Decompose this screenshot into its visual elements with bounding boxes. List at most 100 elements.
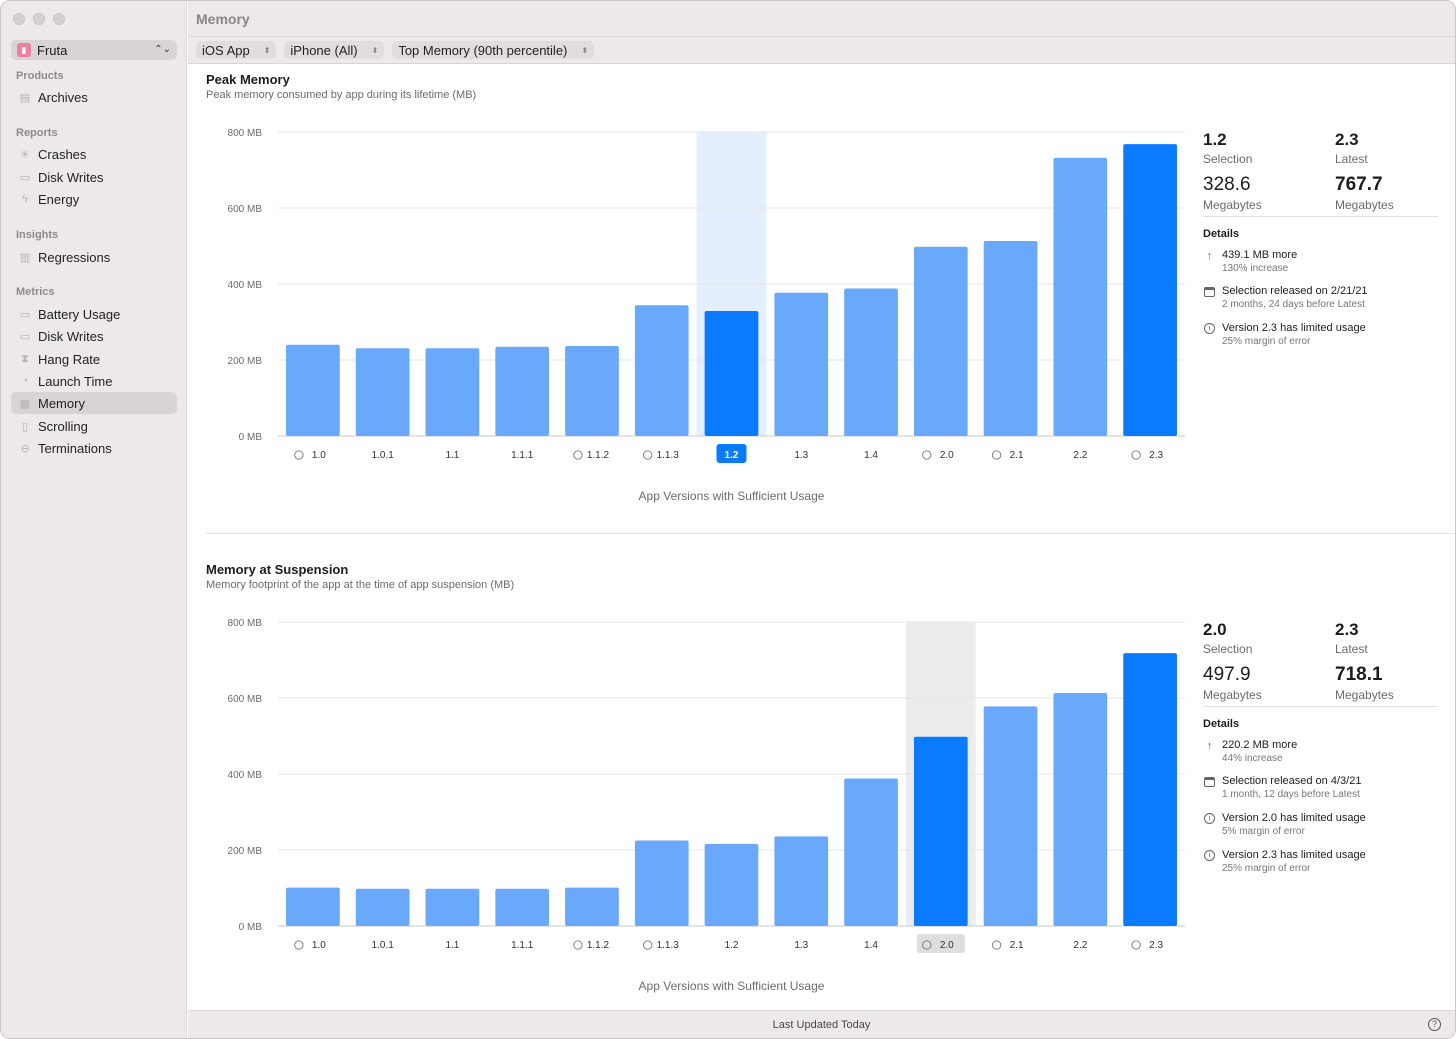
- sidebar-item-regressions[interactable]: ▥ Regressions: [11, 246, 177, 268]
- bar-2.1[interactable]: [983, 706, 1038, 926]
- bar-2.0[interactable]: [913, 736, 968, 926]
- sidebar-item-energy[interactable]: ϟ Energy: [11, 188, 177, 210]
- sidebar-item-launch-time[interactable]: ◔ Launch Time: [11, 370, 177, 392]
- archive-icon: ▤: [19, 91, 31, 104]
- bar-1.1.2[interactable]: [565, 887, 619, 926]
- selection-value: 497.9: [1203, 664, 1251, 685]
- metric-popup[interactable]: Top Memory (90th percentile) ⬍: [392, 41, 595, 59]
- x-tick-1.0[interactable]: 1.0: [294, 450, 327, 461]
- sidebar-item-terminations[interactable]: ⊖ Terminations: [11, 437, 177, 459]
- x-tick-1.3[interactable]: 1.3: [794, 450, 808, 461]
- app-selector[interactable]: ▮ Fruta ⌃⌄: [11, 40, 177, 60]
- help-button[interactable]: ?: [1428, 1018, 1441, 1031]
- sidebar-item-disk-writes[interactable]: ▭ Disk Writes: [11, 325, 177, 347]
- sidebar-item-label: Hang Rate: [38, 351, 101, 367]
- x-tick-1.1.1[interactable]: 1.1.1: [511, 450, 534, 461]
- detail-limited-usage: i Version 2.0 has limited usage 5% margin…: [1203, 812, 1366, 837]
- platform-popup[interactable]: iOS App ⬍: [196, 41, 277, 59]
- detail-limited-usage: i Version 2.3 has limited usage 25% margi…: [1203, 322, 1366, 347]
- x-tick-1.0.1[interactable]: 1.0.1: [372, 940, 395, 951]
- bar-2.1[interactable]: [983, 241, 1038, 436]
- sidebar-item-hang-rate[interactable]: ⧗ Hang Rate: [11, 348, 177, 370]
- sidebar-item-memory[interactable]: ▦ Memory: [11, 392, 177, 414]
- x-tick-2.1[interactable]: 2.1: [991, 940, 1024, 951]
- sidebar-item-battery-usage[interactable]: ▭ Battery Usage: [11, 303, 177, 325]
- bar-1.2[interactable]: [704, 310, 759, 436]
- bar-2.3[interactable]: [1123, 653, 1177, 926]
- info-icon: i: [1203, 849, 1216, 862]
- bar-1.0[interactable]: [286, 887, 340, 926]
- bar-1.1.1[interactable]: [495, 346, 550, 436]
- x-tick-1.1[interactable]: 1.1: [445, 450, 459, 461]
- bar-1.3[interactable]: [774, 292, 829, 436]
- detail-line2: 25% margin of error: [1222, 336, 1311, 347]
- bar-1.4[interactable]: [844, 778, 898, 926]
- latest-unit: Megabytes: [1335, 198, 1394, 212]
- bar-2.0[interactable]: [913, 246, 968, 436]
- selection-stat: 2.0 Selection 497.9 Megabytes: [1203, 620, 1313, 702]
- latest-stat: 2.3 Latest 718.1 Megabytes: [1335, 620, 1445, 702]
- bar-1.3[interactable]: [774, 836, 829, 926]
- x-tick-1.1.1[interactable]: 1.1.1: [511, 940, 534, 951]
- x-tick-1.0[interactable]: 1.0: [294, 940, 327, 951]
- bar-1.0.1[interactable]: [355, 888, 410, 926]
- bar-1.1.1[interactable]: [495, 888, 550, 926]
- sidebar-item-crashes[interactable]: ✳ Crashes: [11, 143, 177, 165]
- detail-line1: Selection released on 4/3/21: [1222, 775, 1362, 787]
- x-tick-2.1[interactable]: 2.1: [991, 450, 1024, 461]
- platform-value: iOS App: [202, 42, 250, 58]
- section-products: Products: [16, 70, 64, 82]
- sidebar-item-archives[interactable]: ▤ Archives: [11, 86, 177, 108]
- memory-icon: ▦: [19, 397, 31, 410]
- metric-value: Top Memory (90th percentile): [398, 42, 568, 58]
- x-tick-1.4[interactable]: 1.4: [864, 940, 878, 951]
- x-tick-2.2[interactable]: 2.2: [1073, 940, 1087, 951]
- section-insights: Insights: [16, 229, 59, 241]
- bar-1.1[interactable]: [425, 348, 480, 436]
- bar-2.2[interactable]: [1053, 157, 1108, 436]
- bar-2.2[interactable]: [1053, 693, 1108, 926]
- x-tick-1.0.1[interactable]: 1.0.1: [372, 450, 395, 461]
- x-tick-1.3[interactable]: 1.3: [794, 940, 808, 951]
- bar-1.4[interactable]: [844, 288, 898, 436]
- x-tick-1.1.2[interactable]: 1.1.2: [573, 940, 610, 951]
- zoom-button[interactable]: [53, 13, 65, 25]
- chart-subtitle-memory-at-suspension: Memory footprint of the app at the time …: [206, 579, 515, 591]
- x-tick-1.2[interactable]: 1.2: [716, 444, 747, 463]
- bar-1.1[interactable]: [425, 888, 480, 926]
- x-tick-2.2[interactable]: 2.2: [1073, 450, 1087, 461]
- latest-label: Latest: [1335, 642, 1368, 656]
- bar-1.2[interactable]: [704, 843, 759, 926]
- device-popup[interactable]: iPhone (All) ⬍: [284, 41, 385, 59]
- selection-unit: Megabytes: [1203, 688, 1262, 702]
- titlebar: Memory: [188, 1, 1455, 37]
- crash-icon: ✳: [20, 148, 30, 161]
- x-tick-1.1.2[interactable]: 1.1.2: [573, 450, 610, 461]
- limited-usage-icon: [1131, 450, 1141, 460]
- x-tick-2.0[interactable]: 2.0: [916, 934, 965, 953]
- bar-1.0[interactable]: [286, 344, 340, 436]
- x-tick-2.3[interactable]: 2.3: [1131, 450, 1164, 461]
- bar-1.1.2[interactable]: [565, 345, 619, 436]
- close-button[interactable]: [13, 13, 25, 25]
- bar-2.3[interactable]: [1123, 144, 1177, 436]
- minimize-button[interactable]: [33, 13, 45, 25]
- x-tick-2.0[interactable]: 2.0: [922, 450, 955, 461]
- x-tick-label: 1.0.1: [372, 940, 395, 951]
- detail-limited-usage: i Version 2.3 has limited usage 25% margi…: [1203, 849, 1366, 874]
- x-tick-1.1[interactable]: 1.1: [445, 940, 459, 951]
- x-tick-1.1.3[interactable]: 1.1.3: [643, 940, 680, 951]
- sidebar-item-scrolling[interactable]: ▯ Scrolling: [11, 415, 177, 437]
- bar-1.0.1[interactable]: [355, 348, 410, 436]
- x-tick-1.2[interactable]: 1.2: [725, 940, 739, 951]
- bar-1.1.3[interactable]: [634, 840, 689, 927]
- x-tick-label: 1.1.3: [657, 940, 680, 951]
- x-tick-1.1.3[interactable]: 1.1.3: [643, 450, 680, 461]
- x-tick-1.4[interactable]: 1.4: [864, 450, 878, 461]
- y-tick-label: 200 MB: [228, 356, 263, 367]
- limited-usage-icon: [294, 940, 304, 950]
- bar-1.1.3[interactable]: [634, 305, 689, 436]
- sidebar-item-disk-writes-report[interactable]: ▭ Disk Writes: [11, 166, 177, 188]
- x-tick-2.3[interactable]: 2.3: [1131, 940, 1164, 951]
- x-tick-label: 2.1: [1010, 450, 1024, 461]
